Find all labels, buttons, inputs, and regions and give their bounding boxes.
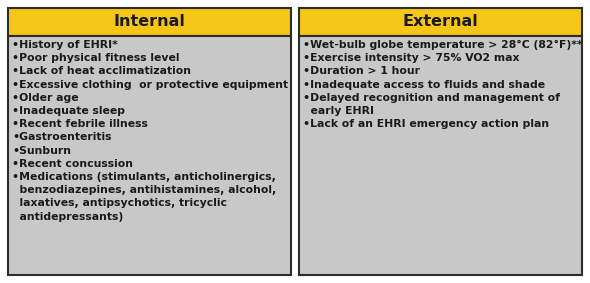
Text: •History of EHRI*
•Poor physical fitness level
•Lack of heat acclimatization
•Ex: •History of EHRI* •Poor physical fitness…	[12, 40, 288, 222]
Bar	[299, 36, 582, 275]
Text: External: External	[402, 14, 478, 29]
Text: Internal: Internal	[113, 14, 185, 29]
Bar	[8, 8, 291, 36]
Bar	[8, 36, 291, 275]
Text: •Wet-bulb globe temperature > 28°C (82°F)**
•Exercise intensity > 75% VO2 max
•D: •Wet-bulb globe temperature > 28°C (82°F…	[303, 40, 582, 129]
Bar	[299, 8, 582, 36]
